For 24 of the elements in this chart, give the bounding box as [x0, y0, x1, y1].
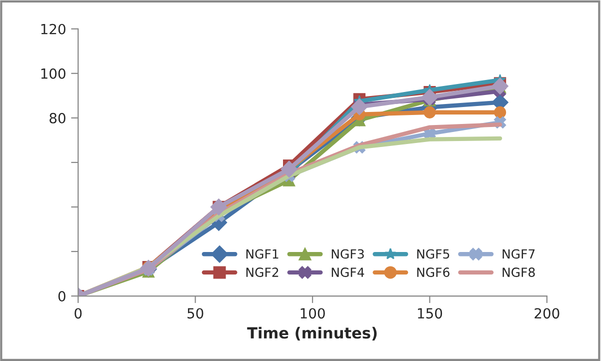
point: [424, 106, 436, 118]
x-tick-label: 150: [418, 308, 442, 319]
legend-label: NGF5: [417, 249, 450, 259]
y-tick-label: 80: [50, 112, 66, 124]
x-axis-title: Time (minutes): [247, 326, 377, 340]
y-tick-label: 120: [41, 24, 66, 34]
legend-label: NGF6: [417, 268, 450, 278]
legend-label: NGF2: [246, 268, 278, 278]
legend-label: NGF8: [502, 268, 535, 278]
x-tick-label: 200: [534, 308, 560, 319]
legend-label: NGF3: [332, 249, 364, 259]
x-tick-label: 50: [188, 308, 204, 319]
point: [492, 78, 508, 94]
point: [351, 98, 368, 116]
x-tick-label: 100: [300, 308, 325, 319]
point: [421, 88, 438, 106]
y-tick-label: 100: [41, 68, 66, 79]
y-tick-label: 0: [58, 290, 66, 302]
x-tick-label: 0: [74, 308, 82, 319]
point: [494, 106, 506, 118]
legend-label: NGF4: [332, 268, 364, 278]
legend-label: NGF7: [502, 249, 535, 259]
point: [210, 198, 228, 216]
legend-label: NGF1: [246, 249, 278, 259]
